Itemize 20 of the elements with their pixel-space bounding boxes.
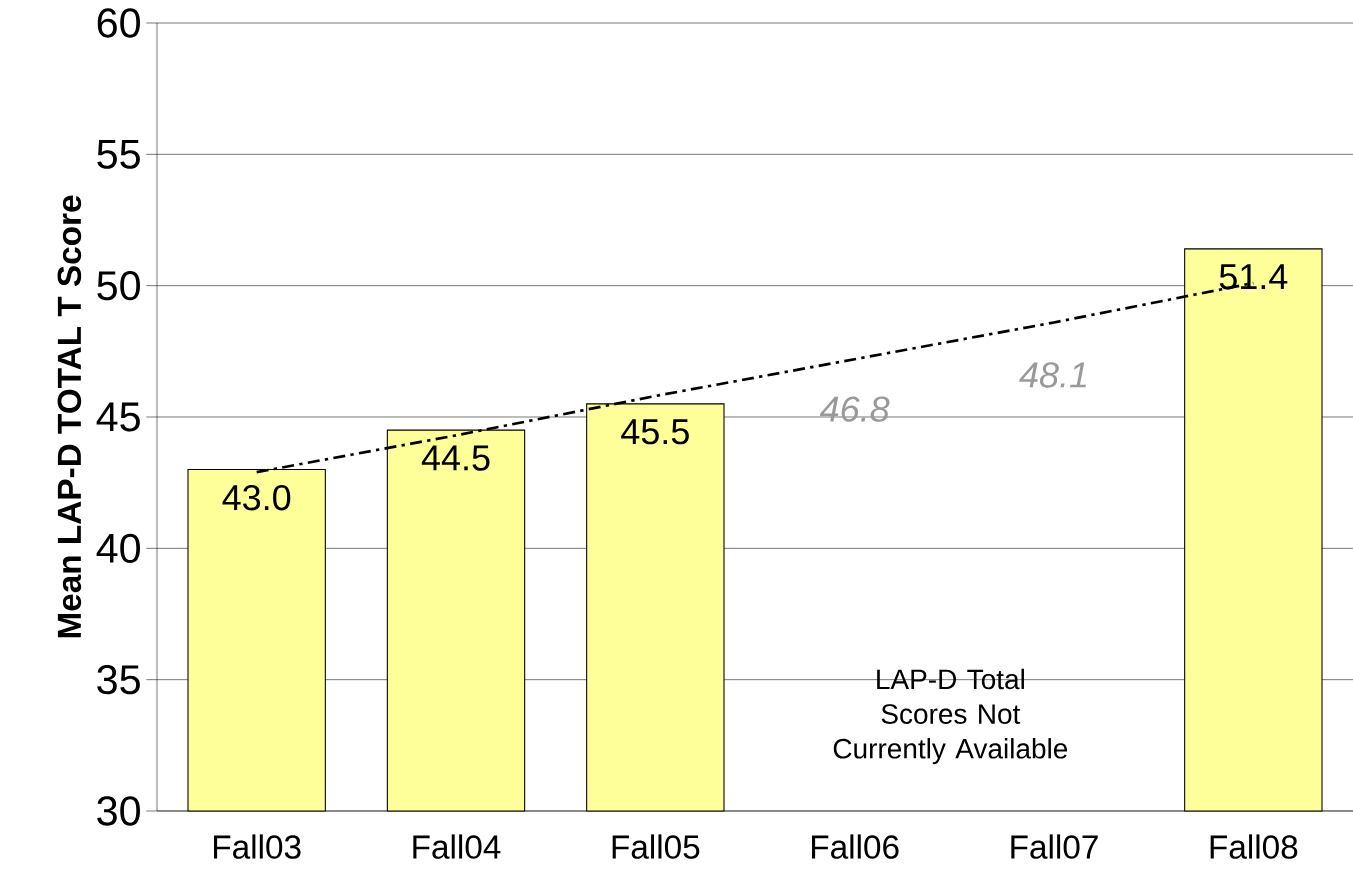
x-tick-label: Fall07 — [1011, 834, 1098, 859]
y-tick-label: 35 — [97, 665, 140, 695]
y-tick-label: 40 — [96, 533, 140, 563]
x-tick-label: Fall06 — [812, 834, 899, 859]
annotation: LAP-D Total Scores Not Currently Available — [833, 668, 1068, 765]
data-label: 51.4 — [1219, 264, 1288, 290]
y-tick-label: 50 — [97, 271, 140, 301]
y-tick-label: 55 — [97, 139, 140, 169]
x-tick-label: Fall08 — [1210, 834, 1298, 859]
y-tick-label: 30 — [97, 796, 140, 826]
data-label: 44.5 — [421, 445, 490, 471]
data-label: 43.0 — [222, 484, 291, 511]
annotation: 48.1 — [1019, 362, 1086, 388]
x-tick-label: Fall04 — [413, 834, 501, 859]
y-tick-label: 45 — [96, 402, 140, 432]
y-tick-label: 60 — [97, 8, 140, 38]
y-axis-title: Mean LAP-D TOTAL T Score — [57, 195, 82, 638]
data-label: 45.5 — [621, 419, 689, 445]
x-tick-label: Fall03 — [214, 834, 301, 859]
x-tick-label: Fall05 — [612, 834, 700, 859]
